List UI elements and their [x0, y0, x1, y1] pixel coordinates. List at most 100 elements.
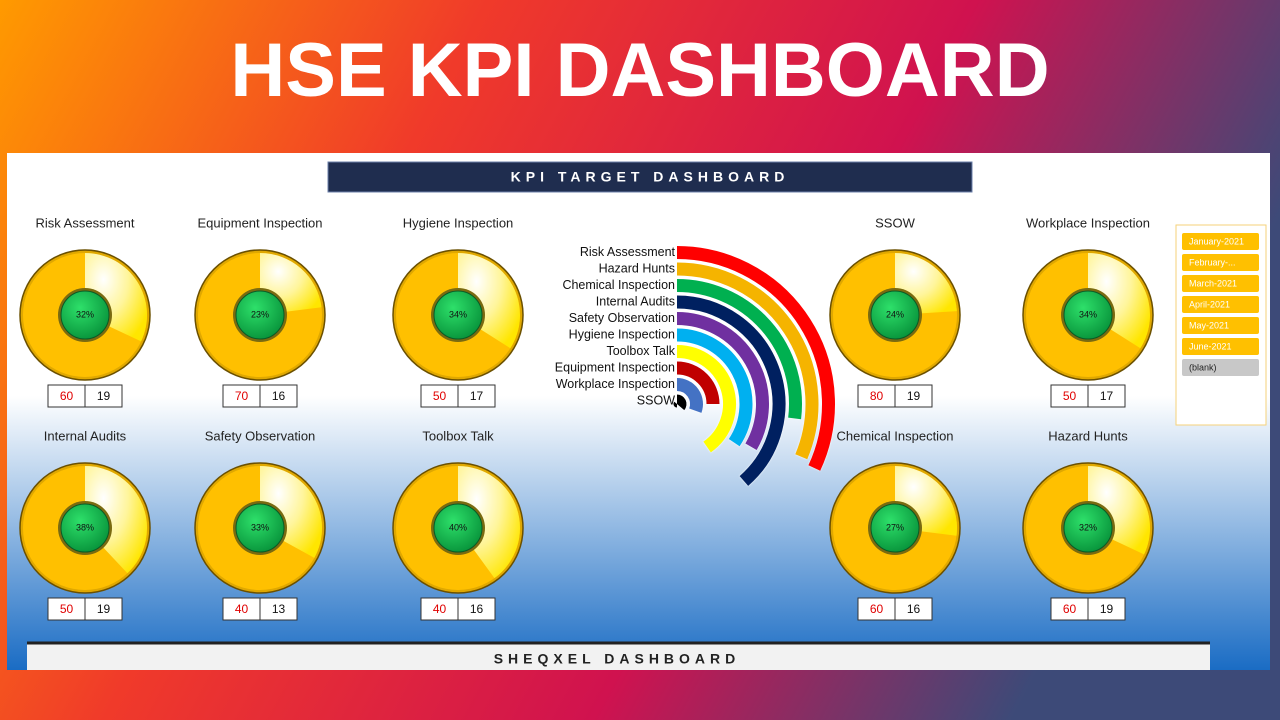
slicer-label: June-2021 [1189, 341, 1232, 351]
gauge-wedge [85, 466, 147, 574]
slicer-item[interactable] [1182, 275, 1259, 292]
slicer-item[interactable] [1182, 359, 1259, 376]
count-cell [457, 597, 496, 621]
count-value: 17 [470, 389, 484, 403]
gauge-hub [870, 503, 920, 553]
radial-bar [676, 279, 802, 420]
target-value: 50 [1063, 389, 1077, 403]
slicer-label: (blank) [1189, 362, 1217, 372]
gauge-value: 27% [886, 522, 904, 532]
gauge-value: 34% [1079, 309, 1097, 319]
gauge-title: Hygiene Inspection [403, 215, 514, 230]
gauge-title: Internal Audits [44, 428, 127, 443]
count-cell [84, 384, 123, 408]
gauge-hub [870, 290, 920, 340]
count-value: 19 [1100, 602, 1114, 616]
target-value: 80 [870, 389, 884, 403]
banner: HSE KPI DASHBOARD [230, 28, 1049, 113]
slicer-label: February-... [1189, 257, 1236, 267]
slicer-label: March-2021 [1189, 278, 1237, 288]
count-value: 17 [1100, 389, 1114, 403]
radial-label: Toolbox Talk [606, 344, 675, 358]
radial-label: Internal Audits [596, 294, 675, 308]
radial-bar [676, 312, 769, 450]
radial-label: Workplace Inspection [556, 377, 675, 391]
target-value: 40 [235, 602, 249, 616]
count-value: 16 [272, 389, 286, 403]
gauge-value: 33% [251, 522, 269, 532]
footer-bar [27, 643, 1210, 670]
radial-bar [676, 345, 736, 453]
radial-bar [673, 394, 687, 411]
radial-label: Equipment Inspection [555, 360, 675, 374]
count-cell [1087, 384, 1126, 408]
gauge-value: 40% [449, 522, 467, 532]
target-value: 70 [235, 389, 249, 403]
count-cell [894, 597, 933, 621]
radial-label: Hygiene Inspection [569, 327, 675, 341]
count-cell [457, 384, 496, 408]
gauge-title: Equipment Inspection [197, 215, 322, 230]
slicer-label: April-2021 [1189, 299, 1230, 309]
gauge-title: Toolbox Talk [422, 428, 494, 443]
slicer-item[interactable] [1182, 317, 1259, 334]
gauge-hub [60, 503, 110, 553]
gauge-title: SSOW [875, 215, 915, 230]
slicer-label: January-2021 [1189, 236, 1244, 246]
target-value: 60 [870, 602, 884, 616]
count-cell [259, 597, 298, 621]
count-cell [84, 597, 123, 621]
count-value: 19 [97, 602, 111, 616]
gauge-value: 38% [76, 522, 94, 532]
gauge-hub [1063, 290, 1113, 340]
radial-label: Chemical Inspection [562, 278, 675, 292]
gauge-hub [433, 503, 483, 553]
slicer-item[interactable] [1182, 254, 1259, 271]
gauge-hub [235, 503, 285, 553]
count-value: 16 [907, 602, 921, 616]
count-value: 19 [97, 389, 111, 403]
radial-bar [676, 378, 703, 413]
gauge-value: 32% [1079, 522, 1097, 532]
slicer-label: May-2021 [1189, 320, 1229, 330]
header: KPI TARGET DASHBOARD [511, 169, 790, 185]
gauge-value: 32% [76, 309, 94, 319]
target-value: 50 [433, 389, 447, 403]
radial-bar [676, 328, 753, 447]
gauge-title: Workplace Inspection [1026, 215, 1150, 230]
radial-bar [676, 262, 819, 460]
radial-bar [676, 295, 786, 486]
target-value: 60 [60, 389, 74, 403]
footer: SHEQXEL DASHBOARD [494, 651, 741, 667]
target-value: 60 [1063, 602, 1077, 616]
gauge-hub [60, 290, 110, 340]
gauge-title: Hazard Hunts [1048, 428, 1128, 443]
slicer-item[interactable] [1182, 233, 1259, 250]
radial-label: Hazard Hunts [599, 261, 675, 275]
gauge-title: Safety Observation [205, 428, 316, 443]
radial-label: Risk Assessment [580, 245, 676, 259]
target-value: 50 [60, 602, 74, 616]
gauge-value: 34% [449, 309, 467, 319]
gauge-wedge [458, 466, 520, 579]
gauge-title: Chemical Inspection [836, 428, 953, 443]
radial-bar [676, 246, 835, 471]
gauge-hub [235, 290, 285, 340]
count-cell [1087, 597, 1126, 621]
target-value: 40 [433, 602, 447, 616]
radial-label: SSOW [637, 393, 675, 407]
gauge-value: 24% [886, 309, 904, 319]
count-cell [259, 384, 298, 408]
slicer-item[interactable] [1182, 296, 1259, 313]
radial-label: Safety Observation [569, 311, 675, 325]
gauge-value: 23% [251, 309, 269, 319]
count-value: 16 [470, 602, 484, 616]
gauge-hub [433, 290, 483, 340]
gauge-title: Risk Assessment [36, 215, 135, 230]
slicer-item[interactable] [1182, 338, 1259, 355]
count-cell [894, 384, 933, 408]
count-value: 13 [272, 602, 286, 616]
header-bar [327, 161, 973, 193]
